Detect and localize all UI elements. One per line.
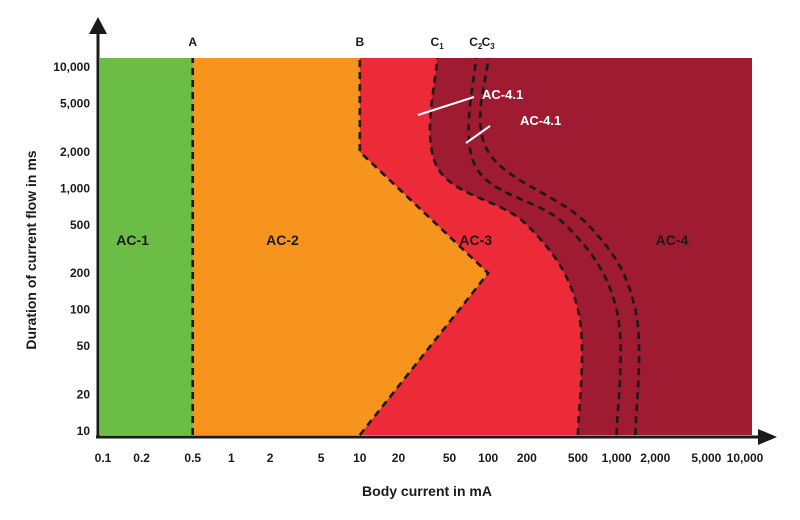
zones-layer [100,58,752,435]
y-tick-label: 1,000 [60,181,90,195]
curve-label-b: B [355,35,364,49]
x-tick-label: 1,000 [602,451,632,465]
x-tick-label: 0.1 [95,451,112,465]
zone-ac-1 [100,58,193,435]
y-tick-label: 100 [70,303,90,317]
y-tick-label: 5,000 [60,97,90,111]
x-tick-label: 1 [228,451,235,465]
curve-b [358,58,490,436]
x-tick-label: 50 [443,451,457,465]
y-tick-label: 2,000 [60,145,90,159]
y-tick-label: 500 [70,218,90,232]
ac41-callout-1: AC-4.1 [417,87,523,116]
y-ticks: 10 20 50 100 200 500 1,000 2,000 5,000 10,000 [53,60,90,438]
y-tick-label: 10,000 [53,60,90,74]
curve-label-c3: C3 [482,35,496,51]
x-tick-label: 200 [517,451,537,465]
zone-label-ac-4: AC-4 [656,232,689,248]
x-tick-label: 0.2 [133,451,150,465]
callout-label-2: AC-4.1 [520,113,561,128]
x-tick-label: 2,000 [640,451,670,465]
y-tick-label: 200 [70,266,90,280]
y-tick-label: 20 [77,387,91,401]
x-axis-title: Body current in mA [362,483,492,499]
zone-label-ac-3: AC-3 [459,232,492,248]
x-tick-label: 5 [318,451,325,465]
x-tick-label: 10,000 [727,451,764,465]
x-tick-label: 10 [353,451,367,465]
x-axis-arrow-icon [758,429,777,445]
zone-labels: AC-1 AC-2 AC-3 AC-4 [116,232,688,248]
x-tick-label: 2 [267,451,274,465]
y-tick-label: 10 [77,424,91,438]
y-axis-title: Duration of current flow in ms [23,150,39,349]
x-tick-label: 100 [478,451,498,465]
callout-label-1: AC-4.1 [482,87,523,102]
callout-line-1 [417,96,475,116]
y-axis-arrow-icon [89,17,107,34]
zone-label-ac-1: AC-1 [116,232,149,248]
x-tick-label: 500 [568,451,588,465]
zone-ac-2 [100,58,489,435]
curve-label-c1: C1 [431,35,445,51]
x-tick-label: 0.5 [184,451,201,465]
y-tick-label: 50 [77,339,91,353]
zone-label-ac-2: AC-2 [266,232,299,248]
x-tick-label: 20 [392,451,406,465]
x-tick-label: 5,000 [691,451,721,465]
callout-line-2 [465,125,491,144]
x-ticks: 0.1 0.2 0.5 1 2 5 10 20 50 100 200 500 1,000 2,000 5,0… [95,451,764,465]
curve-label-a: A [188,35,197,49]
ac41-callout-2: AC-4.1 [465,113,561,144]
axes [89,17,777,445]
